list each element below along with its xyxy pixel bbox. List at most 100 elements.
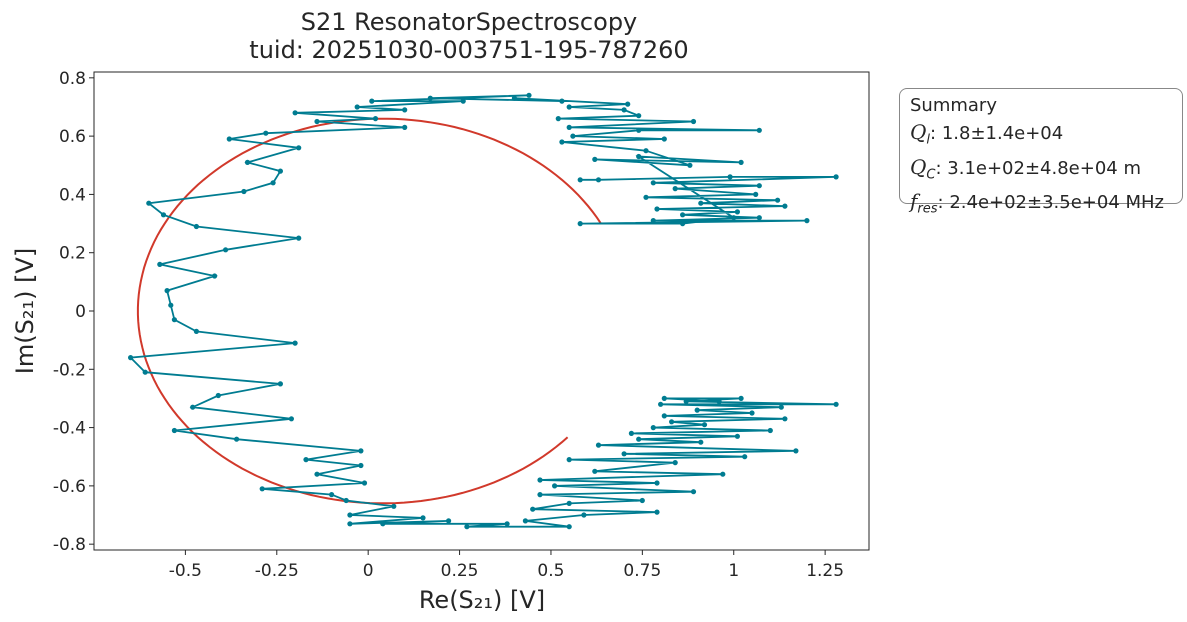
data-point [559,98,565,104]
y-tick-label: 0 [75,302,86,322]
data-point [731,215,737,221]
data-point [358,462,364,469]
data-point [753,191,759,197]
summary-legend-box: Summary Ql: 1.8±1.4e+04 QC: 3.1e+02±4.8e… [899,88,1183,217]
data-point [464,524,470,530]
data-point [552,483,558,489]
data-point [329,492,335,498]
y-axis-label: Im(S₂₁) [V] [11,248,39,374]
data-point [270,180,276,186]
data-point [767,427,773,434]
data-point [595,442,602,448]
data-point [636,127,642,133]
data-point [226,136,232,142]
data-point [193,328,199,334]
summary-row-ql: Ql: 1.8±1.4e+04 [910,119,1172,154]
data-point [427,95,433,101]
data-point [720,471,726,477]
data-point [636,153,642,160]
data-point [650,218,656,224]
data-point [804,218,810,224]
data-point [621,107,627,113]
data-point [654,480,660,486]
x-axis-label: Re(S₂₁) [V] [419,586,545,614]
data-point [171,427,177,434]
data-point [577,221,583,227]
data-point [727,174,733,180]
y-tick-label: -0.4 [53,419,86,439]
data-point [654,509,660,515]
x-tick-label: -0.25 [255,561,299,581]
data-point [756,215,762,221]
plot-area-frame [93,71,870,551]
x-axis-ticks: -0.5 -0.25 0 0.25 0.5 0.75 1 1.25 [169,550,844,581]
data-point [833,401,839,407]
data-point [581,512,587,518]
summary-row-ql-subscript: l [926,132,931,148]
x-tick-label: 1.25 [806,561,844,581]
data-point [782,416,788,422]
data-point [530,506,536,512]
data-point [636,436,642,442]
data-point [263,130,269,136]
data-point [171,317,177,323]
x-tick-label: 0.25 [441,561,479,581]
data-point [314,118,320,125]
data-point [391,503,397,509]
data-point [146,200,152,206]
data-point [680,221,686,227]
data-point [555,116,561,122]
data-point [687,162,693,168]
data-point [658,401,664,407]
data-point [650,425,656,431]
data-point [756,127,762,133]
data-point [756,183,762,189]
summary-row-qc: QC: 3.1e+02±4.8e+04 m [910,154,1172,189]
data-point [354,104,360,110]
data-point [742,454,748,460]
data-point [778,404,784,410]
data-point [277,168,283,174]
y-tick-label: 0.8 [59,69,86,89]
data-point [559,139,565,145]
chart-title-line2: tuid: 20251030-003751-195-787260 [249,36,688,64]
x-tick-label: 1 [728,561,739,581]
y-axis-ticks: 0.8 0.6 0.4 0.2 0 -0.2 -0.4 -0.6 -0.8 [53,69,94,555]
data-point [690,118,697,125]
data-point [372,116,379,122]
data-trace-line [128,94,837,528]
summary-row-fres-subscript: res [917,201,938,217]
data-point [566,524,572,530]
data-point [164,288,170,294]
data-point [628,430,635,436]
data-point [361,480,368,486]
data-point [314,471,320,477]
data-point [343,497,349,504]
data-point [661,395,667,401]
data-point [259,486,265,492]
x-tick-label: 0.5 [537,561,564,581]
data-point [636,113,642,119]
data-point [402,107,408,113]
data-point [296,235,302,241]
data-point [292,340,298,346]
data-point [358,448,364,454]
data-point [672,460,678,466]
data-point [128,355,134,361]
data-point [190,404,196,410]
y-tick-label: -0.8 [53,535,86,555]
data-point [680,212,686,218]
y-tick-label: 0.2 [59,244,86,264]
data-point [212,273,218,279]
data-point [241,188,247,195]
data-point [234,436,240,442]
data-point [369,98,375,104]
data-point [738,159,744,165]
data-point [277,381,283,387]
data-point [160,212,167,218]
data-point [526,92,532,98]
data-point [595,177,602,183]
data-point [698,200,704,206]
data-point [347,521,353,527]
data-point [669,419,675,425]
